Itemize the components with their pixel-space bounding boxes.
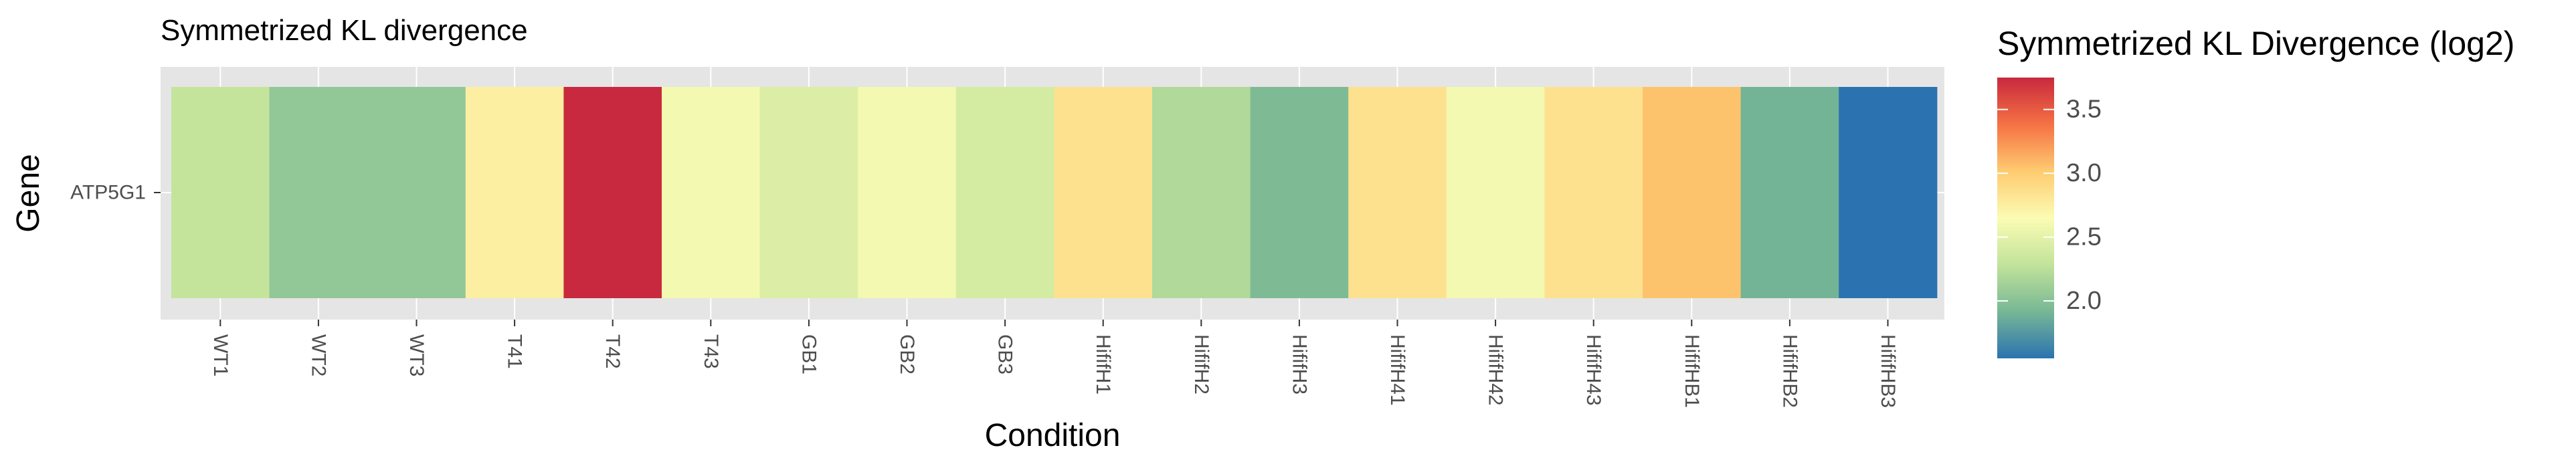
- x-tick-label: HififH43: [1582, 334, 1604, 406]
- x-tick-label: HififH1: [1092, 334, 1114, 394]
- heatmap-cell: [1839, 87, 1938, 298]
- legend-tick-label: 2.5: [2066, 223, 2102, 251]
- legend-tick-label: 3.5: [2066, 96, 2102, 124]
- heatmap-cell: [1446, 87, 1545, 298]
- x-axis-title: Condition: [985, 418, 1121, 453]
- heatmap-cell: [1152, 87, 1251, 298]
- heatmap-cell: [1054, 87, 1153, 298]
- x-tick-label: HififHB1: [1681, 334, 1703, 408]
- heatmap-cell: [171, 87, 270, 298]
- y-axis-ticks: ATP5G1: [70, 182, 161, 204]
- heatmap-cell: [1544, 87, 1643, 298]
- heatmap-cell: [662, 87, 761, 298]
- y-axis-title: Gene: [11, 154, 46, 232]
- x-tick-label: T42: [602, 334, 624, 369]
- legend-title: Symmetrized KL Divergence (log2): [1997, 25, 2514, 62]
- heatmap-cell: [367, 87, 466, 298]
- heatmap-cell: [1643, 87, 1742, 298]
- x-tick-label: HififHB2: [1778, 334, 1801, 408]
- heatmap-cell: [1250, 87, 1349, 298]
- heatmap-cell: [759, 87, 858, 298]
- x-tick-label: T43: [700, 334, 722, 369]
- legend-tick-label: 2.0: [2066, 287, 2102, 315]
- y-tick-label: ATP5G1: [70, 182, 146, 204]
- x-axis-ticks: WT1 WT2 WT3 T41 T42 T43 GB1 GB2 GB3 HififH1 HififH…: [209, 320, 1899, 408]
- heatmap-cell: [955, 87, 1054, 298]
- legend-ticks: 3.5 3.0 2.5 2.0: [1997, 96, 2102, 315]
- x-tick-label: HififH41: [1386, 334, 1408, 406]
- x-tick-label: WT1: [209, 334, 232, 376]
- x-tick-label: HififH3: [1288, 334, 1310, 394]
- heatmap-cell: [858, 87, 957, 298]
- heatmap-cell: [1348, 87, 1447, 298]
- x-tick-label: GB2: [896, 334, 918, 374]
- heatmap-cell: [465, 87, 564, 298]
- legend-colorbar: [1997, 78, 2054, 358]
- x-tick-label: HififH42: [1485, 334, 1507, 406]
- heatmap-cell: [1740, 87, 1839, 298]
- x-tick-label: T41: [504, 334, 526, 369]
- x-tick-label: WT3: [405, 334, 428, 376]
- heatmap-cell: [269, 87, 368, 298]
- chart-title: Symmetrized KL divergence: [161, 14, 528, 47]
- x-tick-label: HififHB3: [1877, 334, 1899, 408]
- heatmap-cell: [563, 87, 662, 298]
- x-tick-label: GB1: [798, 334, 820, 374]
- x-tick-label: HififH2: [1190, 334, 1212, 394]
- legend-tick-label: 3.0: [2066, 159, 2102, 187]
- x-tick-label: WT2: [307, 334, 329, 376]
- heatmap-cells: [171, 87, 1938, 298]
- x-tick-label: GB3: [994, 334, 1016, 374]
